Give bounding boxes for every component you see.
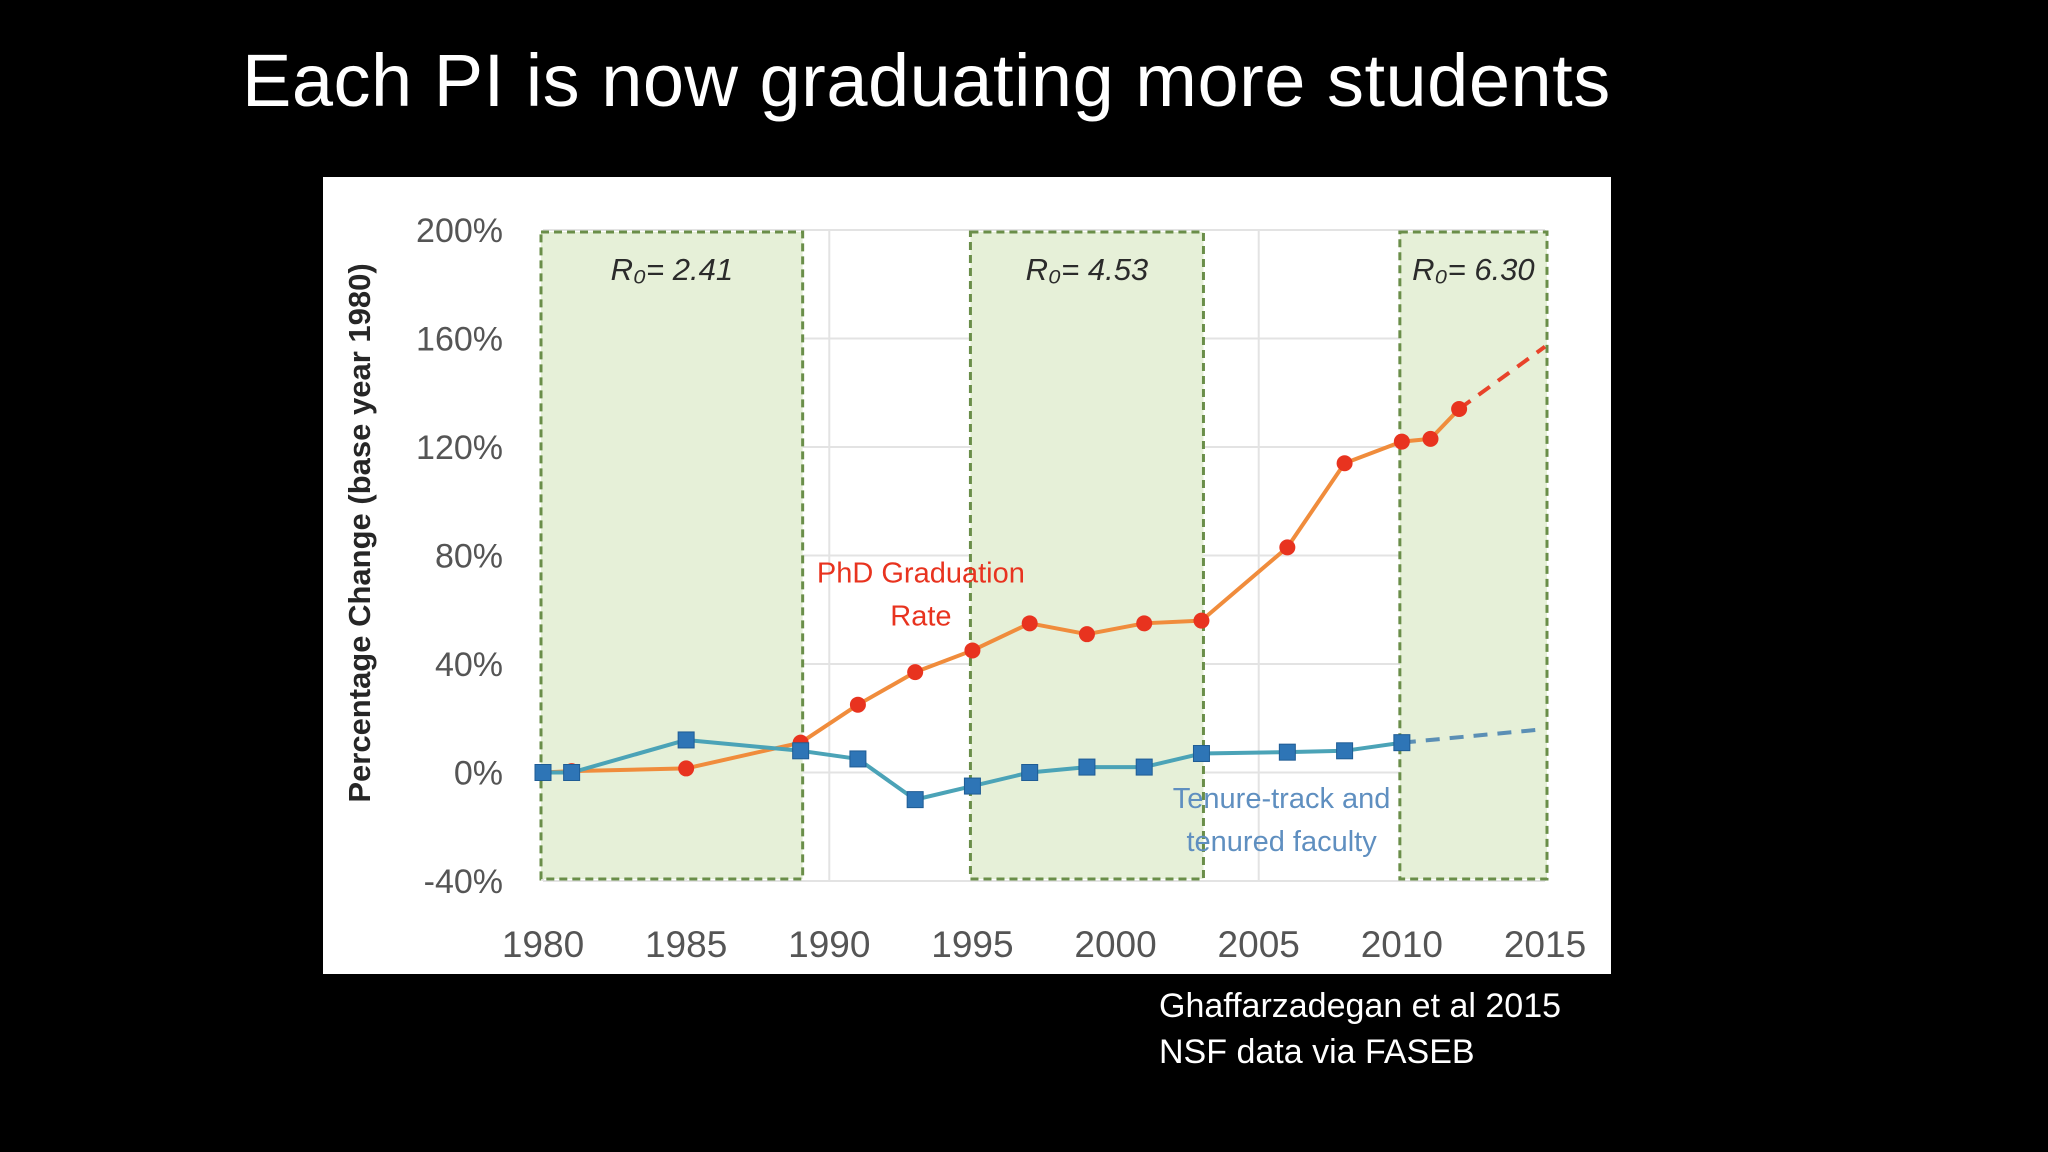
period-label-3: R₀= 6.30 — [1412, 252, 1535, 287]
phd-graduation-point — [1078, 626, 1095, 643]
x-tick-label: 1985 — [645, 924, 727, 965]
shaded-periods: R₀= 2.41 R₀= 4.53 R₀= 6.30 — [539, 230, 1549, 881]
phd-graduation-label-line: PhD Graduation — [817, 558, 1025, 590]
source-line-1: Ghaffarzadegan et al 2015 — [1159, 987, 1562, 1025]
faculty-point — [1192, 745, 1210, 763]
x-tick-label: 2015 — [1504, 924, 1586, 965]
phd-graduation-label: PhD Graduation Rate — [817, 558, 1025, 633]
phd-graduation-point — [1136, 615, 1153, 632]
faculty-point — [963, 777, 981, 795]
x-tick-label: 1990 — [788, 924, 870, 965]
phd-graduation-line — [542, 407, 1461, 775]
faculty-point — [534, 764, 552, 781]
phd-graduation-point — [849, 696, 866, 713]
y-tick-label: 0% — [454, 755, 503, 793]
period-label-1: R₀= 2.41 — [611, 252, 734, 287]
source-line-2: NSF data via FASEB — [1159, 1033, 1475, 1071]
chart-svg: R₀= 2.41 R₀= 4.53 R₀= 6.30 PhD Graduation R… — [342, 212, 1586, 965]
phd-graduation-point — [678, 760, 695, 777]
phd-graduation-point — [1021, 615, 1038, 632]
phd-graduation-point — [1336, 455, 1353, 472]
y-tick-label: 120% — [416, 429, 503, 467]
phd-graduation-point — [1279, 539, 1296, 556]
period-label-2: R₀= 4.53 — [1026, 252, 1149, 287]
shaded-period-3 — [1398, 230, 1549, 881]
shaded-period-1 — [539, 230, 805, 881]
faculty-line — [543, 737, 1403, 802]
y-tick-label: -40% — [424, 863, 503, 901]
faculty-point — [906, 791, 924, 809]
phd-graduation-point — [1422, 430, 1439, 447]
faculty-label-line: Tenure-track and — [1173, 783, 1391, 815]
x-tick-label: 1980 — [502, 924, 584, 965]
chart: R₀= 2.41 R₀= 4.53 R₀= 6.30 PhD Graduation R… — [323, 177, 1611, 974]
x-tick-label: 2010 — [1361, 924, 1443, 965]
faculty-label: Tenure-track and tenured faculty — [1173, 783, 1391, 858]
phd-graduation-point — [964, 642, 981, 659]
axis-ticks: -40% 0% 40% 80% 120% 160% 200% 1980 1985 1990 1995… — [416, 212, 1586, 965]
x-tick-label: 2000 — [1074, 924, 1156, 965]
phd-graduation-projection-line — [1457, 345, 1547, 411]
faculty-point — [1021, 764, 1039, 781]
faculty-point — [563, 764, 581, 781]
faculty-point — [1336, 742, 1354, 760]
phd-graduation-point — [907, 664, 924, 681]
slide-title: Each PI is now graduating more students — [242, 39, 1611, 122]
faculty-point — [1078, 758, 1096, 776]
source-citation: Ghaffarzadegan et al 2015 NSF data via F… — [1159, 983, 1561, 1075]
y-tick-label: 200% — [416, 212, 503, 250]
faculty-point — [1135, 758, 1153, 776]
y-tick-label: 40% — [435, 646, 503, 684]
phd-graduation-point — [1393, 433, 1410, 450]
y-axis-label: Percentage Change (base year 1980) — [342, 263, 377, 802]
x-tick-label: 1995 — [931, 924, 1013, 965]
phd-graduation-label-line: Rate — [890, 601, 951, 633]
series-labels: PhD Graduation Rate Tenure-track and tenure… — [817, 558, 1391, 858]
faculty-point — [1393, 734, 1411, 752]
x-tick-label: 2005 — [1218, 924, 1300, 965]
faculty-point — [1278, 743, 1296, 761]
y-tick-label: 160% — [416, 321, 503, 359]
faculty-label-line: tenured faculty — [1186, 826, 1377, 858]
faculty-point — [792, 742, 810, 760]
phd-graduation-point — [1193, 612, 1210, 629]
shaded-period-2 — [968, 230, 1205, 881]
phd-graduation-point — [1451, 401, 1468, 418]
series-layer — [534, 345, 1547, 809]
faculty-point — [677, 731, 695, 749]
faculty-point — [849, 750, 867, 768]
y-tick-label: 80% — [435, 538, 503, 576]
